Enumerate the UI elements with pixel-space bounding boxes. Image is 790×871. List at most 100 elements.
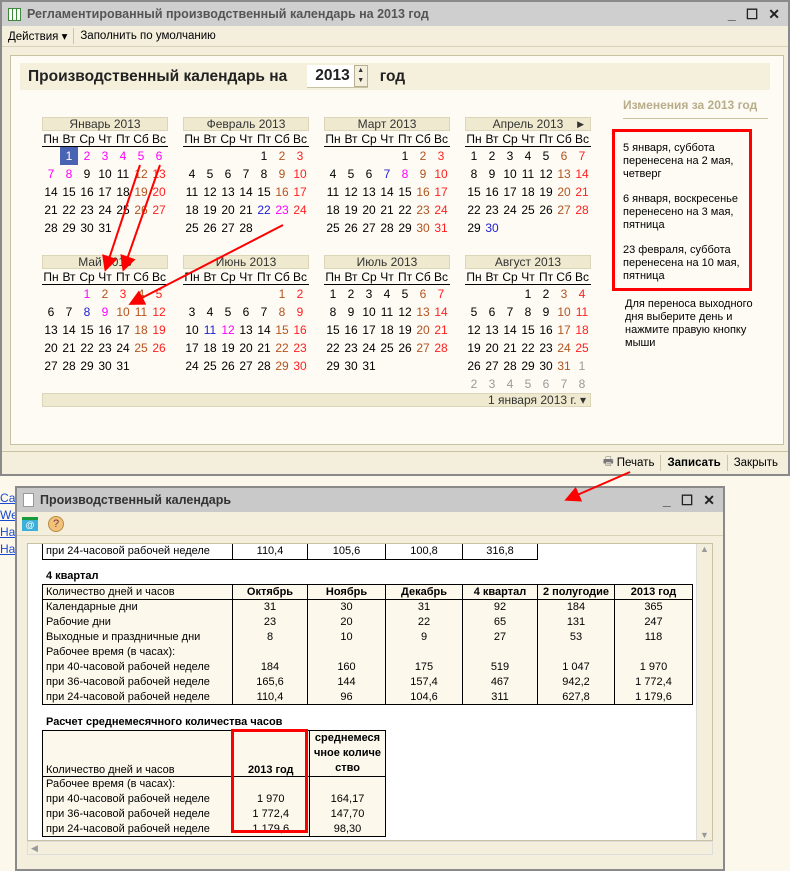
day-cell[interactable]: 27 <box>239 359 253 373</box>
year-spinner[interactable]: ▲ ▼ <box>353 65 368 87</box>
day-cell[interactable]: 3 <box>188 305 196 319</box>
day-cell[interactable]: 13 <box>152 167 166 181</box>
day-cell[interactable]: 28 <box>62 359 76 373</box>
day-cell[interactable]: 17 <box>557 323 571 337</box>
day-cell[interactable]: 25 <box>326 221 340 235</box>
day-cell[interactable]: 26 <box>344 221 358 235</box>
day-cell[interactable]: 26 <box>221 359 235 373</box>
day-cell[interactable]: 1 <box>83 287 91 301</box>
day-cell[interactable]: 20 <box>221 203 235 217</box>
day-cell[interactable]: 20 <box>239 341 253 355</box>
day-cell[interactable]: 14 <box>575 167 589 181</box>
day-cell[interactable]: 25 <box>203 359 217 373</box>
day-cell[interactable]: 9 <box>542 305 550 319</box>
day-cell[interactable]: 17 <box>293 185 307 199</box>
year-input[interactable]: 2013 ▲ ▼ <box>307 65 368 88</box>
vertical-scrollbar[interactable]: ▲ ▼ <box>696 544 712 840</box>
day-cell[interactable]: 22 <box>62 203 76 217</box>
day-cell[interactable]: 31 <box>362 359 376 373</box>
day-cell[interactable]: 8 <box>524 305 532 319</box>
day-cell[interactable]: 5 <box>347 167 355 181</box>
close-window-button[interactable]: ✕ <box>768 5 780 22</box>
day-cell[interactable]: 25 <box>521 203 535 217</box>
day-cell[interactable]: 29 <box>62 221 76 235</box>
day-cell[interactable]: 3 <box>101 149 109 163</box>
day-cell[interactable]: 2 <box>488 149 496 163</box>
day-cell[interactable]: 23 <box>485 203 499 217</box>
day-cell[interactable]: 13 <box>557 167 571 181</box>
day-cell[interactable]: 25 <box>575 341 589 355</box>
day-cell[interactable]: 31 <box>116 359 130 373</box>
day-cell[interactable]: 4 <box>329 167 337 181</box>
day-cell[interactable]: 16 <box>98 323 112 337</box>
day-cell[interactable]: 18 <box>134 323 148 337</box>
day-cell[interactable]: 12 <box>221 323 235 337</box>
day-cell[interactable]: 15 <box>521 323 535 337</box>
day-cell[interactable]: 25 <box>185 221 199 235</box>
day-cell[interactable]: 17 <box>116 323 130 337</box>
day-cell[interactable]: 5 <box>137 149 145 163</box>
day-cell[interactable]: 19 <box>398 323 412 337</box>
day-cell[interactable]: 13 <box>416 305 430 319</box>
day-cell[interactable]: 16 <box>275 185 289 199</box>
day-cell[interactable]: 4 <box>506 377 514 391</box>
day-cell[interactable]: 10 <box>98 167 112 181</box>
day-cell[interactable]: 13 <box>362 185 376 199</box>
day-cell[interactable]: 2 <box>419 149 427 163</box>
day-cell[interactable]: 15 <box>398 185 412 199</box>
day-cell[interactable]: 21 <box>503 341 517 355</box>
day-cell[interactable]: 4 <box>383 287 391 301</box>
day-cell[interactable]: 27 <box>557 203 571 217</box>
day-cell[interactable]: 22 <box>80 341 94 355</box>
day-cell[interactable]: 8 <box>278 305 286 319</box>
help-icon[interactable]: ? <box>48 515 64 532</box>
day-cell[interactable]: 28 <box>434 341 448 355</box>
day-cell[interactable]: 5 <box>524 377 532 391</box>
day-cell[interactable]: 21 <box>62 341 76 355</box>
day-cell[interactable]: 12 <box>398 305 412 319</box>
day-cell[interactable]: 20 <box>44 341 58 355</box>
day-cell[interactable]: 16 <box>485 185 499 199</box>
day-cell[interactable]: 16 <box>344 323 358 337</box>
day-cell[interactable]: 14 <box>434 305 448 319</box>
day-cell[interactable]: 25 <box>116 203 130 217</box>
day-cell[interactable]: 31 <box>434 221 448 235</box>
fill-default-button[interactable]: Заполнить по умолчанию <box>80 30 216 42</box>
day-cell[interactable]: 8 <box>65 167 73 181</box>
day-cell[interactable]: 6 <box>542 377 550 391</box>
day-cell[interactable]: 17 <box>98 185 112 199</box>
day-cell[interactable]: 23 <box>98 341 112 355</box>
day-cell[interactable]: 27 <box>485 359 499 373</box>
day-cell[interactable]: 1 <box>278 287 286 301</box>
day-cell[interactable]: 12 <box>467 323 481 337</box>
day-cell[interactable]: 8 <box>83 305 91 319</box>
day-cell[interactable]: 19 <box>467 341 481 355</box>
day-cell[interactable]: 6 <box>365 167 373 181</box>
day-cell[interactable]: 28 <box>257 359 271 373</box>
day-cell[interactable]: 12 <box>539 167 553 181</box>
day-cell[interactable]: 30 <box>539 359 553 373</box>
day-cell[interactable]: 3 <box>119 287 127 301</box>
day-cell[interactable]: 9 <box>101 305 109 319</box>
day-cell[interactable]: 18 <box>380 323 394 337</box>
day-cell[interactable]: 13 <box>485 323 499 337</box>
day-cell[interactable]: 27 <box>362 221 376 235</box>
day-cell[interactable]: 29 <box>521 359 535 373</box>
day-cell[interactable]: 6 <box>47 305 55 319</box>
day-cell[interactable]: 19 <box>134 185 148 199</box>
day-cell[interactable]: 28 <box>503 359 517 373</box>
day-cell[interactable]: 20 <box>485 341 499 355</box>
day-cell[interactable]: 19 <box>221 341 235 355</box>
day-cell[interactable]: 20 <box>557 185 571 199</box>
next-month-button[interactable]: ▶ <box>577 119 584 129</box>
day-cell[interactable]: 14 <box>239 185 253 199</box>
day-cell[interactable]: 2 <box>296 287 304 301</box>
day-cell[interactable]: 31 <box>98 221 112 235</box>
day-cell[interactable]: 23 <box>80 203 94 217</box>
day-cell[interactable]: 25 <box>380 341 394 355</box>
day-cell[interactable]: 9 <box>278 167 286 181</box>
day-cell[interactable]: 24 <box>503 203 517 217</box>
day-cell[interactable]: 9 <box>419 167 427 181</box>
day-cell[interactable]: 8 <box>578 377 586 391</box>
day-cell[interactable]: 7 <box>242 167 250 181</box>
